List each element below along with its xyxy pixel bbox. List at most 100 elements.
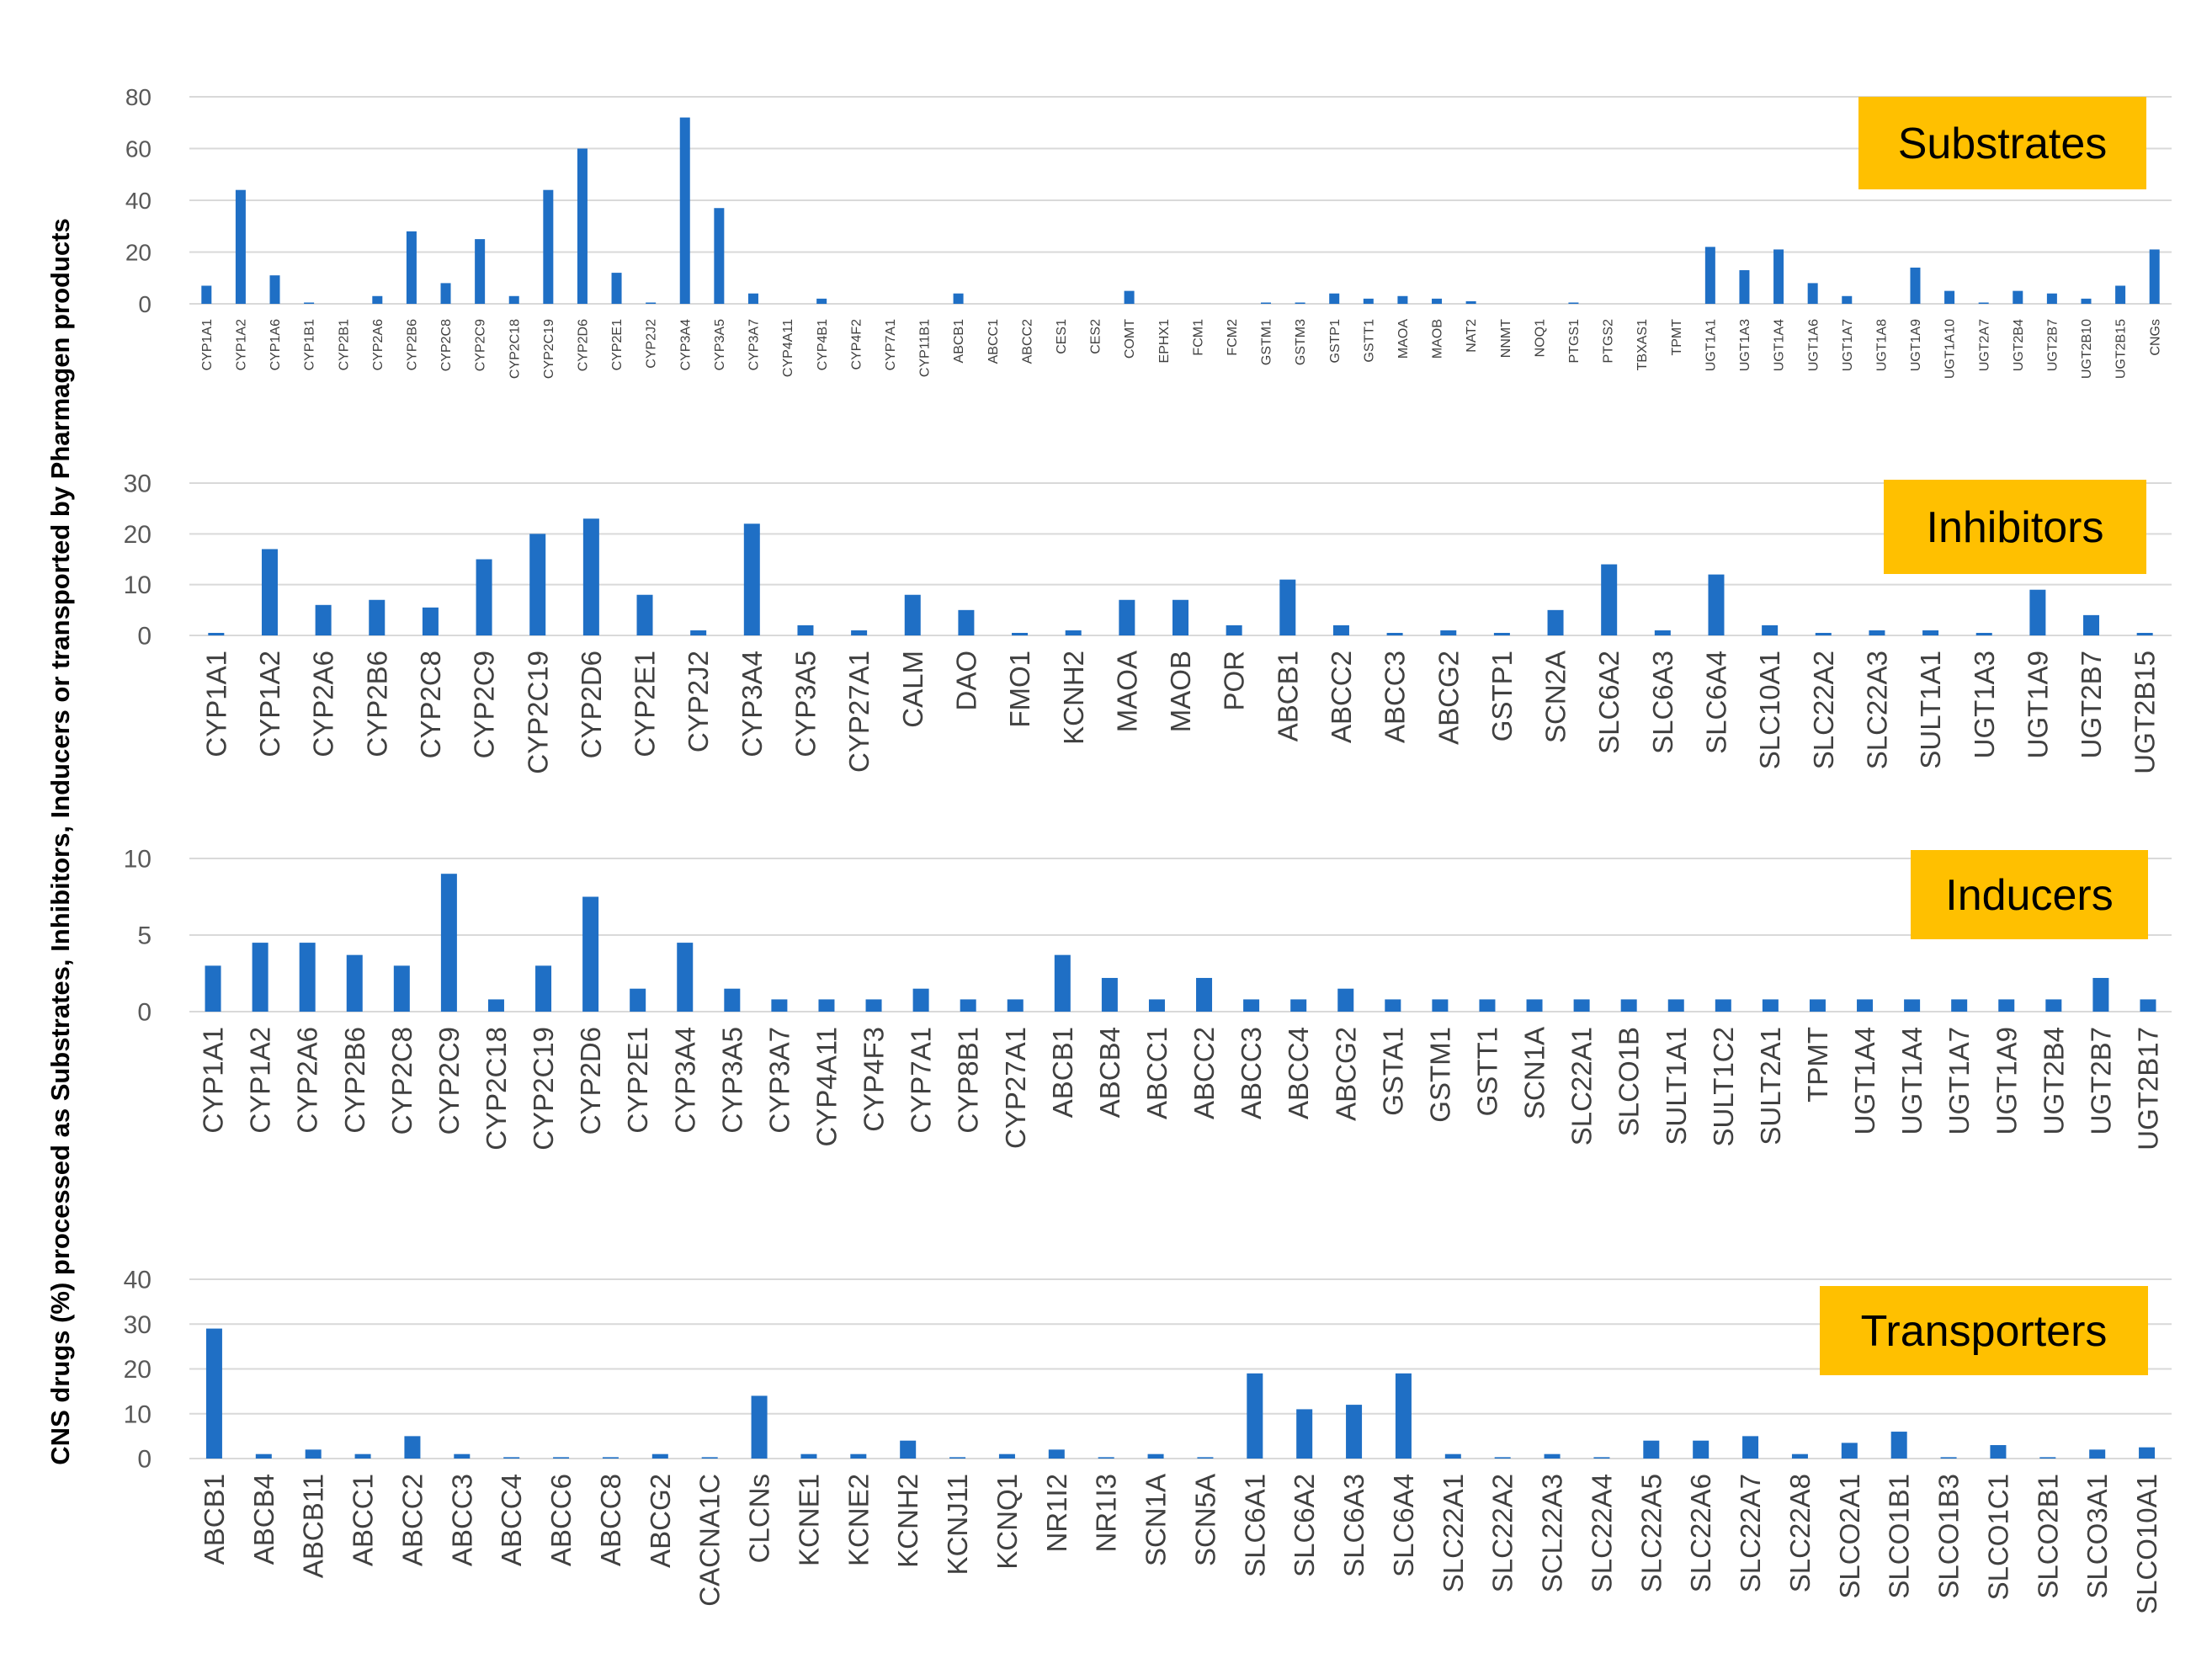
x-tick-label: UGT1A9 — [1909, 319, 1923, 371]
x-tick-label: CYP7A1 — [884, 319, 898, 370]
x-tick-label: ABCB1 — [199, 1474, 230, 1565]
x-tick-label: CYP2E1 — [622, 1027, 653, 1134]
bar-substrates — [1432, 298, 1443, 304]
bar-inducers — [440, 874, 457, 1012]
x-tick-label: SLC22A8 — [1784, 1474, 1816, 1592]
bar-inhibitors — [1869, 630, 1885, 635]
bar-inducers — [2140, 999, 2156, 1012]
bar-inhibitors — [369, 599, 386, 635]
bar-inhibitors — [1922, 630, 1939, 635]
bar-inducers — [1809, 999, 1826, 1012]
x-tick-label: KCNQ1 — [992, 1474, 1023, 1570]
bar-substrates — [543, 189, 554, 304]
bar-substrates — [406, 231, 417, 304]
bar-transporters — [1098, 1457, 1114, 1459]
bar-inhibitors — [1654, 630, 1671, 635]
chart-transporters: 0 10 20 30 40 ABCB1 ABCB4 ABCB11 ABCC1 ABCC2 ABCC3… — [124, 1267, 2172, 1614]
x-tick-label: UGT2B7 — [2076, 651, 2107, 758]
x-tick-label: SCN1A — [1519, 1027, 1550, 1119]
x-tick-label: SLC6A1 — [1239, 1474, 1270, 1577]
y-tick-label: 40 — [125, 188, 152, 214]
x-tick-label: CES1 — [1055, 319, 1069, 354]
y-tick-label: 60 — [125, 136, 152, 162]
x-tick-label: ABCC6 — [545, 1474, 577, 1566]
x-tick-label: GSTM1 — [1260, 319, 1274, 365]
bar-transporters — [2039, 1457, 2056, 1459]
chart-inhibitors: 0 10 20 30 CYP1A1 CYP1A2 CYP2A6 CYP2B6 CYP2C8 CYP… — [124, 470, 2172, 774]
x-tick-label: UGT1A3 — [1738, 319, 1752, 371]
bar-inducers — [1951, 999, 1968, 1012]
bar-transporters — [701, 1457, 718, 1459]
x-tick-label: CYP1A1 — [200, 651, 231, 757]
bar-substrates — [679, 117, 690, 304]
x-tick-label: PTGS1 — [1567, 319, 1582, 364]
bar-inducers — [1857, 999, 1874, 1012]
bar-transporters — [751, 1395, 768, 1459]
x-tick-label: SLC6A3 — [1647, 651, 1678, 754]
bar-inhibitors — [1440, 630, 1457, 635]
x-tick-label: GSTT1 — [1472, 1027, 1503, 1116]
bar-inducers — [487, 999, 504, 1012]
bar-inducers — [1101, 977, 1118, 1012]
bar-inhibitors — [261, 549, 278, 635]
x-tick-label: CYP8B1 — [953, 1027, 984, 1134]
bar-transporters — [1890, 1432, 1907, 1459]
bar-transporters — [1494, 1457, 1511, 1459]
x-tick-label: SCN2A — [1540, 651, 1571, 743]
x-tick-label: ABCB1 — [1272, 651, 1303, 741]
x-tick-label: UGT1A1 — [1704, 319, 1718, 371]
x-tick-label: CYP2C8 — [386, 1027, 417, 1135]
bar-inducers — [912, 988, 929, 1012]
bar-inhibitors — [904, 594, 921, 635]
bar-inducers — [1998, 999, 2015, 1012]
bar-inhibitors — [1493, 632, 1510, 635]
bar-substrates — [1842, 295, 1853, 304]
bar-substrates — [1568, 302, 1579, 304]
x-tick-label: SLC6A2 — [1289, 1474, 1320, 1577]
y-tick-label: 20 — [125, 239, 152, 265]
y-tick-label: 30 — [124, 470, 152, 498]
x-tick-label: ABCG2 — [645, 1474, 676, 1568]
x-tick-label: ABCC2 — [1188, 1027, 1220, 1119]
x-tick-label: SLC6A3 — [1338, 1474, 1369, 1577]
x-tick-label: ABCC3 — [446, 1474, 477, 1566]
x-tick-label: ABCC1 — [986, 319, 1001, 364]
bar-inducers — [1526, 999, 1543, 1012]
bar-inhibitors — [1012, 632, 1029, 635]
x-tick-label: CYP2D6 — [576, 651, 607, 758]
x-tick-label: CYP2C18 — [508, 319, 522, 379]
x-tick-label: SLC22A1 — [1566, 1027, 1598, 1145]
x-tick-label: SLC6A4 — [1388, 1474, 1419, 1577]
x-tick-label: POR — [1219, 651, 1250, 711]
bar-substrates — [1295, 302, 1305, 304]
chart-title-box — [1911, 850, 2148, 939]
bar-transporters — [454, 1453, 471, 1459]
bar-inducers — [1573, 999, 1590, 1012]
x-tick-label: CYP4F2 — [849, 319, 864, 370]
bar-inducers — [2045, 999, 2062, 1012]
x-tick-label: SCN5A — [1189, 1474, 1220, 1566]
x-tick-label: SLC22A7 — [1735, 1474, 1766, 1592]
bar-substrates — [816, 298, 827, 304]
chart-title-box — [1858, 97, 2146, 189]
x-tick-label: KCNJ11 — [942, 1474, 973, 1575]
chart-title: Substrates — [1898, 120, 2108, 168]
bar-inducers — [393, 965, 410, 1012]
x-tick-label: CYP1A1 — [200, 319, 215, 370]
bar-transporters — [1346, 1405, 1363, 1459]
x-tick-label: SLCO1B3 — [1933, 1474, 1965, 1599]
bar-substrates — [1944, 290, 1955, 304]
x-tick-label: SLCO1C1 — [1982, 1474, 2013, 1600]
bar-inhibitors — [797, 624, 814, 635]
x-tick-label: CYP2J2 — [645, 319, 659, 369]
bar-transporters — [850, 1453, 867, 1459]
bar-transporters — [404, 1436, 421, 1459]
x-tick-label: ABCC2 — [1020, 319, 1034, 364]
bar-substrates — [304, 302, 315, 304]
x-tick-label: KCNE1 — [793, 1474, 824, 1566]
x-tick-label: GSTP1 — [1486, 651, 1518, 741]
x-tick-label: ABCC2 — [396, 1474, 428, 1566]
x-tick-label: NNMT — [1499, 319, 1513, 358]
x-tick-label: NOQ1 — [1533, 319, 1547, 357]
